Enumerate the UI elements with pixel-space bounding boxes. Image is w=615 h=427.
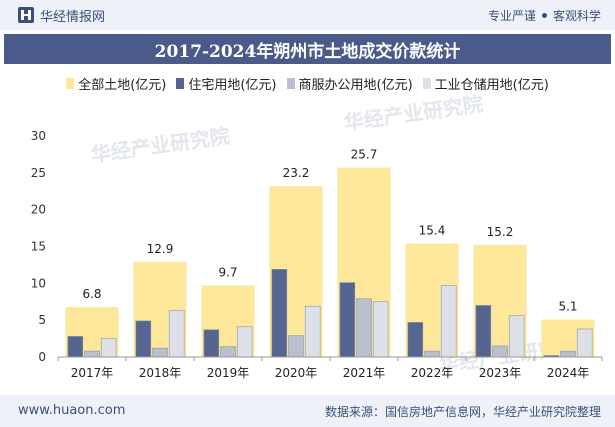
legend-label-residential: 住宅用地(亿元) xyxy=(188,77,277,93)
data-label-total: 23.2 xyxy=(283,166,310,180)
tagline-left: 专业严谨 xyxy=(487,9,536,23)
bar-commercial[interactable] xyxy=(288,335,304,358)
legend-label-industrial: 工业仓储用地(亿元) xyxy=(434,77,549,93)
bar-commercial[interactable] xyxy=(356,298,372,358)
legend-item-commercial[interactable]: 商服办公用地(亿元) xyxy=(286,74,413,93)
bar-residential[interactable] xyxy=(475,305,492,358)
y-tick-label: 30 xyxy=(31,129,46,143)
x-tick-label: 2024年 xyxy=(547,366,590,380)
brand-logo-icon xyxy=(18,7,34,23)
y-tick-label: 0 xyxy=(38,350,46,364)
bar-commercial[interactable] xyxy=(424,350,440,358)
chart-title-bar: 2017-2024年朔州市土地成交价款统计 xyxy=(4,34,611,64)
legend-item-residential[interactable]: 住宅用地(亿元) xyxy=(176,74,277,93)
y-tick-label: 10 xyxy=(31,276,46,290)
chart-legend: 全部土地(亿元) 住宅用地(亿元) 商服办公用地(亿元) 工业仓储用地(亿元) xyxy=(0,74,615,93)
data-label-total: 12.9 xyxy=(147,242,174,256)
site-url[interactable]: www.huaon.com xyxy=(18,403,126,418)
bar-residential[interactable] xyxy=(135,320,152,358)
bar-commercial[interactable] xyxy=(492,345,508,358)
data-source: 数据来源：国信房地产信息网，华经产业研究院整理 xyxy=(324,405,601,419)
data-label-total: 25.7 xyxy=(351,148,378,162)
legend-swatch-total xyxy=(66,77,75,89)
bar-commercial[interactable] xyxy=(220,346,236,358)
bar-industrial[interactable] xyxy=(304,305,321,358)
bar-residential[interactable] xyxy=(203,329,220,358)
bar-residential[interactable] xyxy=(67,336,84,358)
x-tick-label: 2022年 xyxy=(411,366,454,380)
y-tick-label: 5 xyxy=(38,313,46,327)
tagline-right: 客观科学 xyxy=(552,9,601,23)
x-tick-label: 2021年 xyxy=(343,366,386,380)
x-tick-label: 2020年 xyxy=(275,366,318,380)
bar-commercial[interactable] xyxy=(560,350,576,358)
data-label-total: 9.7 xyxy=(218,266,237,280)
watermark-text: 华经产业研究院 xyxy=(89,124,231,167)
data-label-total: 6.8 xyxy=(82,287,101,301)
bar-industrial[interactable] xyxy=(236,326,253,358)
legend-item-industrial[interactable]: 工业仓储用地(亿元) xyxy=(422,74,549,93)
bar-industrial[interactable] xyxy=(100,338,117,358)
y-tick-label: 25 xyxy=(31,166,46,180)
bar-commercial[interactable] xyxy=(84,350,100,358)
legend-swatch-industrial xyxy=(422,77,431,89)
data-label-total: 15.4 xyxy=(419,224,446,238)
bar-industrial[interactable] xyxy=(168,310,185,358)
legend-label-total: 全部土地(亿元) xyxy=(78,77,167,93)
data-label-total: 15.2 xyxy=(487,225,514,239)
bar-industrial[interactable] xyxy=(576,328,593,358)
bar-residential[interactable] xyxy=(339,282,356,358)
top-bar: 华经情报网 专业严谨 客观科学 xyxy=(0,0,615,30)
brand-name: 华经情报网 xyxy=(40,9,106,25)
bar-residential[interactable] xyxy=(407,322,424,358)
watermark-text: 华经产业研究院 xyxy=(342,92,484,135)
bar-commercial[interactable] xyxy=(152,347,168,358)
x-tick-label: 2017年 xyxy=(71,366,114,380)
y-tick-label: 15 xyxy=(31,240,46,254)
y-tick-label: 20 xyxy=(31,203,46,217)
brand[interactable]: 华经情报网 xyxy=(18,6,106,25)
separator-dot-icon xyxy=(541,13,547,18)
taglines: 专业严谨 客观科学 xyxy=(488,7,601,24)
x-tick-label: 2019年 xyxy=(207,366,250,380)
bottom-bar: www.huaon.com 数据来源：国信房地产信息网，华经产业研究院整理 xyxy=(0,395,615,427)
legend-item-total[interactable]: 全部土地(亿元) xyxy=(66,74,166,93)
legend-swatch-residential xyxy=(176,77,185,89)
x-tick-label: 2018年 xyxy=(139,366,182,380)
x-tick-label: 2023年 xyxy=(479,366,522,380)
bar-industrial[interactable] xyxy=(440,285,457,358)
data-label-total: 5.1 xyxy=(558,299,577,313)
bar-chart: 华经产业研究院华经产业研究院华经产业研究院0510152025306.82017… xyxy=(31,92,603,380)
bar-industrial[interactable] xyxy=(372,301,389,358)
bar-residential[interactable] xyxy=(271,269,288,358)
bar-industrial[interactable] xyxy=(508,315,525,358)
chart-title: 2017-2024年朔州市土地成交价款统计 xyxy=(154,41,461,62)
legend-swatch-commercial xyxy=(286,77,295,89)
legend-label-commercial: 商服办公用地(亿元) xyxy=(298,77,413,93)
